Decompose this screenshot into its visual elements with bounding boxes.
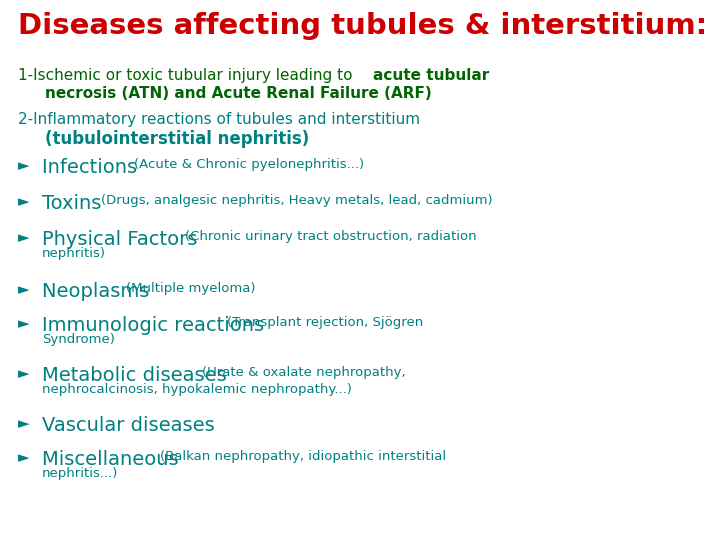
Text: Immunologic reactions: Immunologic reactions bbox=[42, 316, 271, 335]
Text: Diseases affecting tubules & interstitium:: Diseases affecting tubules & interstitiu… bbox=[18, 12, 707, 40]
Text: ►: ► bbox=[18, 230, 30, 245]
Text: (Urate & oxalate nephropathy,: (Urate & oxalate nephropathy, bbox=[202, 366, 405, 379]
Text: Infections: Infections bbox=[42, 158, 143, 177]
Text: ►: ► bbox=[18, 158, 30, 173]
Text: ►: ► bbox=[18, 194, 30, 209]
Text: nephritis...): nephritis...) bbox=[42, 467, 118, 480]
Text: ►: ► bbox=[18, 316, 30, 331]
Text: (Drugs, analgesic nephritis, Heavy metals, lead, cadmium): (Drugs, analgesic nephritis, Heavy metal… bbox=[101, 194, 492, 207]
Text: (Transplant rejection, Sjögren: (Transplant rejection, Sjögren bbox=[227, 316, 423, 329]
Text: (Acute & Chronic pyelonephritis...): (Acute & Chronic pyelonephritis...) bbox=[135, 158, 364, 171]
Text: Vascular diseases: Vascular diseases bbox=[42, 416, 215, 435]
Text: nephrocalcinosis, hypokalemic nephropathy...): nephrocalcinosis, hypokalemic nephropath… bbox=[42, 383, 352, 396]
Text: 2-Inflammatory reactions of tubules and interstitium: 2-Inflammatory reactions of tubules and … bbox=[18, 112, 420, 127]
Text: Physical Factors: Physical Factors bbox=[42, 230, 204, 249]
Text: necrosis (ATN) and Acute Renal Failure (ARF): necrosis (ATN) and Acute Renal Failure (… bbox=[45, 86, 432, 101]
Text: Miscellaneous: Miscellaneous bbox=[42, 450, 185, 469]
Text: (Chronic urinary tract obstruction, radiation: (Chronic urinary tract obstruction, radi… bbox=[185, 230, 477, 243]
Text: acute tubular: acute tubular bbox=[373, 68, 490, 83]
Text: Metabolic diseases: Metabolic diseases bbox=[42, 366, 233, 385]
Text: (Multiple myeloma): (Multiple myeloma) bbox=[126, 282, 256, 295]
Text: ►: ► bbox=[18, 282, 30, 297]
Text: (tubulointerstitial nephritis): (tubulointerstitial nephritis) bbox=[45, 130, 310, 148]
Text: Toxins: Toxins bbox=[42, 194, 107, 213]
Text: 1-Ischemic or toxic tubular injury leading to: 1-Ischemic or toxic tubular injury leadi… bbox=[18, 68, 357, 83]
Text: ►: ► bbox=[18, 416, 30, 431]
Text: ►: ► bbox=[18, 366, 30, 381]
Text: (Balkan nephropathy, idiopathic interstitial: (Balkan nephropathy, idiopathic intersti… bbox=[160, 450, 446, 463]
Text: nephritis): nephritis) bbox=[42, 247, 106, 260]
Text: ►: ► bbox=[18, 450, 30, 465]
Text: Syndrome): Syndrome) bbox=[42, 333, 115, 346]
Text: Neoplasms: Neoplasms bbox=[42, 282, 156, 301]
